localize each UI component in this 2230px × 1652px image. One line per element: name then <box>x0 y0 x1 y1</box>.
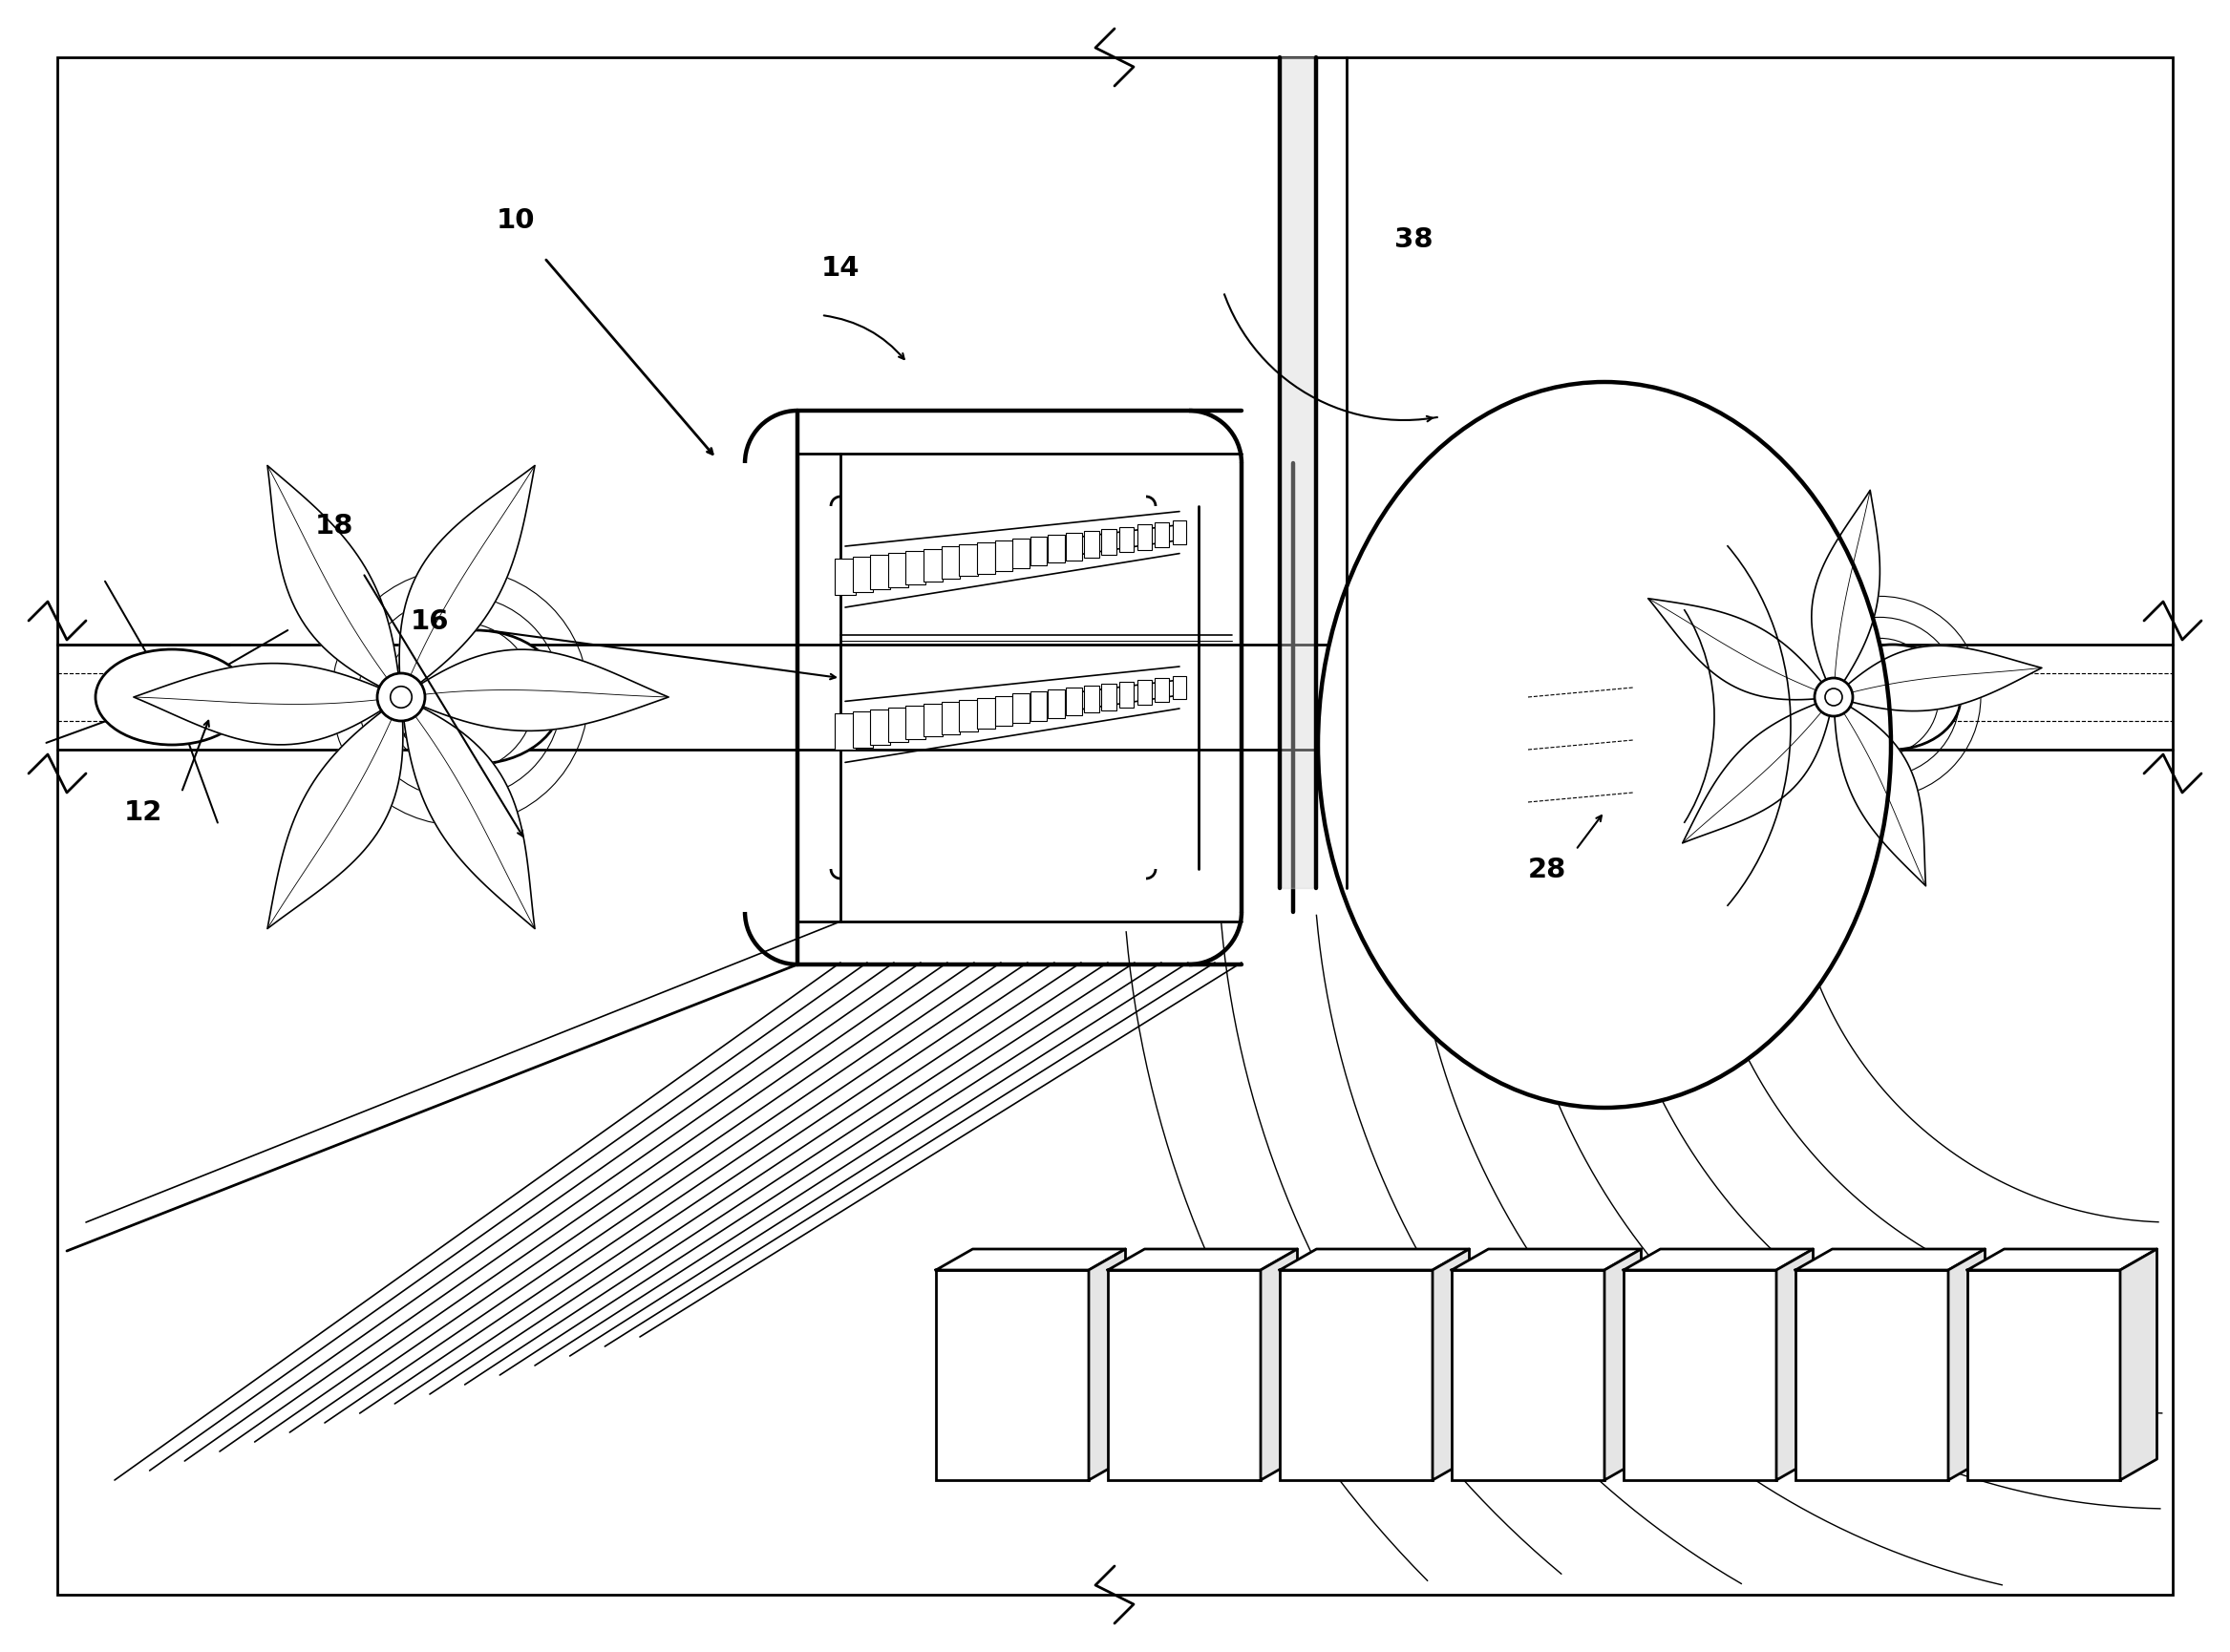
Bar <box>995 542 1012 572</box>
Polygon shape <box>1777 1249 1813 1480</box>
Bar <box>1102 529 1117 555</box>
Polygon shape <box>401 697 535 928</box>
Polygon shape <box>1623 1249 1813 1270</box>
Bar <box>834 714 856 750</box>
Bar <box>1030 537 1048 567</box>
Polygon shape <box>401 649 669 732</box>
Ellipse shape <box>388 631 562 765</box>
Polygon shape <box>1452 1249 1641 1270</box>
Ellipse shape <box>1318 383 1891 1108</box>
Polygon shape <box>399 466 535 697</box>
Text: 16: 16 <box>410 608 448 634</box>
Circle shape <box>1815 679 1853 717</box>
Polygon shape <box>1833 697 1927 887</box>
Bar <box>923 704 943 737</box>
Bar <box>1173 522 1186 545</box>
Polygon shape <box>268 697 404 928</box>
Bar <box>1030 692 1048 722</box>
Text: 12: 12 <box>125 800 163 826</box>
Bar <box>1119 682 1135 707</box>
Text: 28: 28 <box>1528 856 1565 882</box>
Bar <box>1066 534 1082 562</box>
Bar <box>888 709 908 742</box>
Polygon shape <box>1108 1249 1298 1270</box>
Bar <box>941 702 961 735</box>
Ellipse shape <box>96 649 248 745</box>
Bar <box>1280 1270 1432 1480</box>
Polygon shape <box>1088 1249 1126 1480</box>
Polygon shape <box>1967 1249 2156 1270</box>
Polygon shape <box>1432 1249 1470 1480</box>
Bar <box>995 695 1012 727</box>
Bar <box>1623 1270 1777 1480</box>
Bar <box>1155 524 1169 547</box>
Bar <box>1102 684 1117 710</box>
Bar <box>905 707 925 740</box>
Bar <box>923 548 943 582</box>
Bar <box>959 700 977 732</box>
Bar <box>1452 1270 1603 1480</box>
Bar <box>937 1270 1088 1480</box>
Bar <box>1967 1270 2121 1480</box>
Text: 18: 18 <box>314 512 355 539</box>
Bar <box>870 710 890 745</box>
Bar <box>1066 689 1082 715</box>
Bar <box>1084 686 1099 714</box>
Polygon shape <box>1260 1249 1298 1480</box>
Bar <box>1137 525 1151 550</box>
Polygon shape <box>937 1249 1126 1270</box>
Polygon shape <box>1603 1249 1641 1480</box>
Bar <box>1137 681 1151 705</box>
Circle shape <box>377 674 426 722</box>
Bar <box>941 547 961 580</box>
Bar <box>959 545 977 577</box>
Text: 10: 10 <box>497 206 535 235</box>
Ellipse shape <box>1824 646 1960 750</box>
Polygon shape <box>1833 646 2043 712</box>
Bar <box>977 544 995 575</box>
Bar <box>888 553 908 588</box>
Polygon shape <box>1949 1249 1985 1480</box>
Bar <box>1795 1270 1949 1480</box>
Bar <box>905 552 925 585</box>
Polygon shape <box>1648 600 1833 700</box>
Bar <box>1048 535 1064 563</box>
Bar <box>834 560 856 595</box>
Bar <box>1084 532 1099 558</box>
Bar <box>852 712 874 748</box>
Circle shape <box>1824 689 1842 705</box>
Polygon shape <box>1811 491 1880 697</box>
Polygon shape <box>2121 1249 2156 1480</box>
Text: 38: 38 <box>1394 226 1434 253</box>
Bar <box>852 557 874 593</box>
Text: 14: 14 <box>821 254 861 281</box>
Bar <box>870 555 890 590</box>
Bar <box>1173 676 1186 700</box>
Bar <box>1012 694 1030 724</box>
Polygon shape <box>134 664 401 745</box>
Bar <box>977 699 995 729</box>
Polygon shape <box>268 466 401 697</box>
Bar <box>1048 691 1064 719</box>
Polygon shape <box>1280 1249 1470 1270</box>
Polygon shape <box>1681 697 1833 844</box>
Bar <box>1012 539 1030 568</box>
Bar <box>1108 1270 1260 1480</box>
Circle shape <box>390 687 413 709</box>
Bar <box>1119 527 1135 553</box>
Bar <box>1155 679 1169 702</box>
Polygon shape <box>1795 1249 1985 1270</box>
